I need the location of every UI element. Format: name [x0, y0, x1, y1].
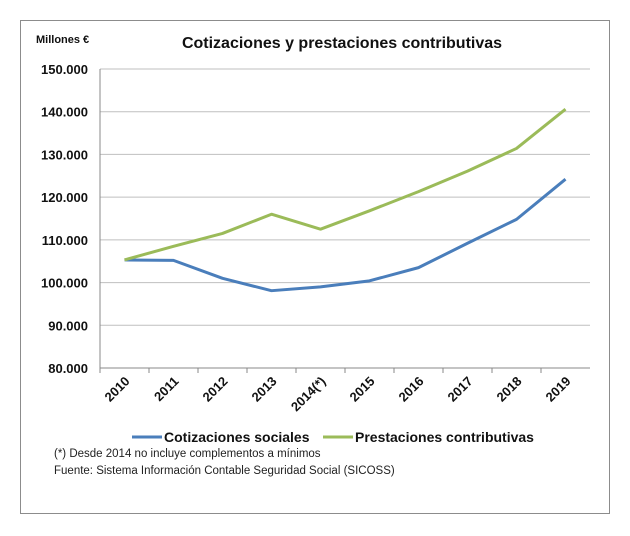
x-tick-label: 2018	[494, 374, 525, 405]
series-line-0	[124, 178, 567, 293]
x-tick-label: 2011	[151, 374, 182, 405]
x-tick-label: 2015	[347, 374, 378, 405]
footnote: (*) Desde 2014 no incluye complementos a…	[54, 448, 321, 460]
y-tick-label: 140.000	[41, 105, 88, 120]
y-tick-label: 120.000	[41, 190, 88, 205]
x-tick-label: 2014(*)	[288, 374, 329, 415]
y-tick-label: 110.000	[42, 233, 88, 248]
y-tick-label: 80.000	[48, 361, 88, 376]
x-tick-label: 2012	[200, 374, 231, 405]
y-tick-label: 100.000	[41, 276, 88, 291]
y-tick-label: 130.000	[41, 147, 88, 162]
x-tick-label: 2010	[102, 374, 133, 405]
chart-frame	[20, 20, 610, 514]
x-tick-label: 2019	[543, 374, 574, 405]
chart-title: Cotizaciones y prestaciones contributiva…	[182, 35, 502, 52]
x-tick-label: 2013	[249, 374, 280, 405]
legend-label: Prestaciones contributivas	[355, 429, 534, 445]
x-tick-label: 2017	[445, 374, 476, 405]
y-axis-label: Millones €	[36, 34, 89, 46]
source-note: Fuente: Sistema Información Contable Seg…	[54, 465, 395, 477]
series-line-1	[124, 107, 567, 262]
y-tick-label: 150.000	[41, 62, 88, 77]
x-tick-label: 2016	[396, 374, 427, 405]
y-tick-label: 90.000	[48, 318, 88, 333]
legend-label: Cotizaciones sociales	[164, 429, 310, 445]
